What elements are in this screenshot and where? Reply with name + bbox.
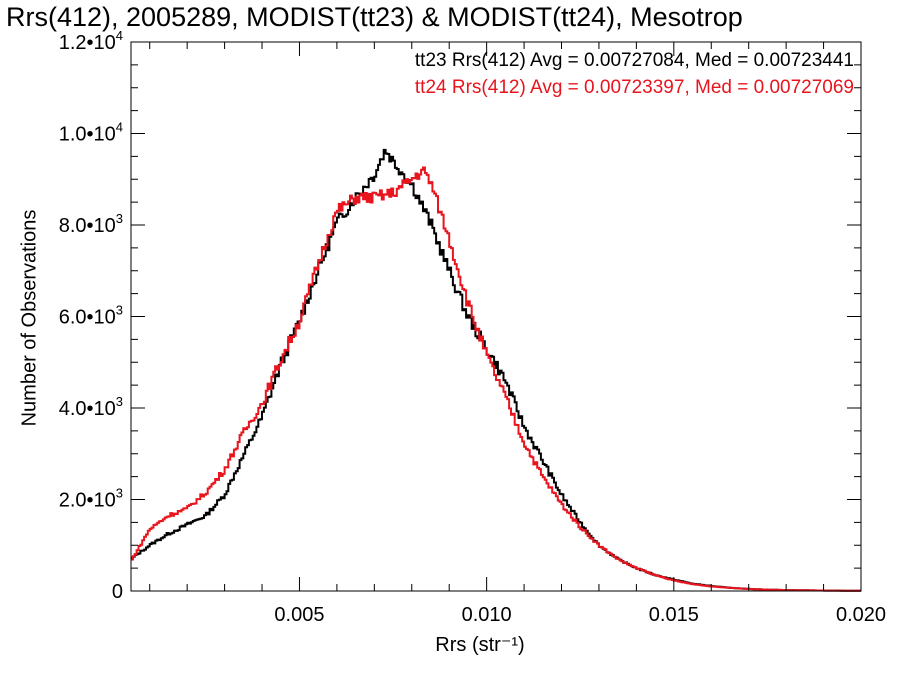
chart-title: Rrs(412), 2005289, MODIST(tt23) & MODIST…: [6, 2, 743, 32]
y-tick-label: 1.0•104: [59, 120, 123, 146]
y-tick-label: 6.0•103: [59, 303, 123, 329]
series-line-tt23: [131, 148, 861, 592]
y-tick-label: 2.0•103: [59, 486, 123, 512]
series-line-tt24: [131, 166, 861, 592]
y-tick-label: 8.0•103: [59, 211, 123, 237]
legend-tt24: tt24 Rrs(412) Avg = 0.00723397, Med = 0.…: [414, 77, 854, 98]
x-tick-label: 0.020: [836, 604, 886, 626]
y-axis-label: Number of Observations: [18, 209, 41, 427]
x-tick-label: 0.015: [649, 604, 699, 626]
y-tick-label: 0: [112, 581, 123, 603]
y-tick-label: 4.0•103: [59, 394, 123, 420]
plot-frame: [130, 41, 862, 592]
legend-tt23: tt23 Rrs(412) Avg = 0.00727084, Med = 0.…: [414, 50, 854, 71]
y-tick-label: 1.2•104: [59, 28, 123, 54]
x-tick-label: 0.005: [274, 604, 324, 626]
x-tick-label: 0.010: [462, 604, 512, 626]
x-axis-label: Rrs (str⁻¹): [435, 634, 525, 656]
